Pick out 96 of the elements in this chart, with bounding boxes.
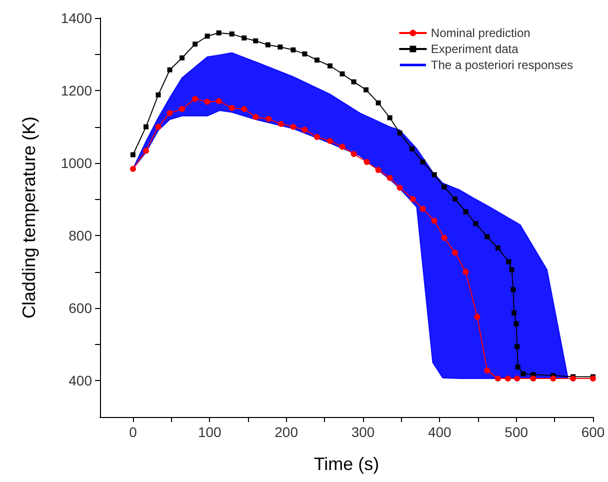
point [278,44,283,50]
point [241,106,248,112]
point [242,35,247,40]
point [228,104,235,111]
point [442,184,447,190]
y-tick-label: 600 [68,300,92,316]
point [387,115,392,120]
legend-label: Experiment data [430,42,519,56]
point [179,106,186,112]
point [364,159,370,165]
point [130,152,136,158]
x-tick-label: 200 [274,424,298,440]
point [484,234,490,240]
point [462,268,469,275]
point [514,376,520,382]
legend-label: The a posteriori responses [430,58,574,72]
x-tick-label: 300 [351,424,375,440]
point [550,376,556,382]
point [314,58,320,63]
point [494,376,501,382]
point [192,42,198,47]
point [167,67,172,72]
point [364,87,369,92]
point [463,209,468,214]
x-axis-title: Time (s) [314,454,380,474]
point [216,98,222,104]
point [143,148,150,154]
point [328,63,333,68]
point [452,250,458,256]
x-tick-label: 0 [129,424,138,440]
point [327,138,334,144]
point [590,376,596,382]
point [302,126,308,133]
point [504,376,511,382]
point [266,116,272,122]
point [144,124,149,130]
point [512,310,517,316]
point [351,79,356,84]
point [432,172,437,178]
point [484,368,490,374]
point [166,110,173,116]
y-tick-label: 800 [68,228,92,244]
point [509,267,514,272]
point [216,30,222,36]
point [265,42,270,48]
point [452,196,458,202]
point [530,376,536,382]
point [376,100,381,106]
point [396,184,403,191]
point [386,174,393,181]
point [506,259,512,264]
point [314,134,320,140]
x-tick-label: 100 [198,424,222,440]
point [514,344,520,350]
point [520,371,526,376]
point [204,98,210,105]
point [397,130,402,136]
point [302,51,308,56]
point [474,314,480,320]
point [441,234,448,241]
point [514,321,519,326]
point [340,71,345,76]
point [495,245,500,250]
y-axis-title: Cladding temperature (K) [19,116,39,319]
point [339,144,346,150]
point [290,124,296,130]
point [375,166,382,173]
point [515,364,520,370]
point [156,92,161,98]
point [431,218,438,224]
point [420,160,426,165]
y-tick-label: 1200 [60,82,92,99]
point [350,151,357,158]
point [192,96,198,102]
point [420,206,426,212]
y-tick-label: 1000 [60,155,92,172]
point [570,376,576,382]
point [180,55,185,60]
point [510,287,516,292]
point [410,196,416,202]
point [410,146,415,152]
x-tick-label: 500 [504,424,528,440]
point [204,34,210,39]
y-tick-label: 400 [68,372,92,389]
x-tick-label: 600 [581,424,605,440]
point [130,166,136,172]
point [229,31,234,36]
point [290,47,296,52]
x-tick-label: 400 [428,424,452,440]
point [155,124,162,130]
point [278,120,284,127]
y-tick-label: 1400 [60,10,92,26]
point [253,38,258,44]
point [473,221,478,226]
point [252,114,259,120]
legend-label: Nominal prediction [430,26,530,40]
